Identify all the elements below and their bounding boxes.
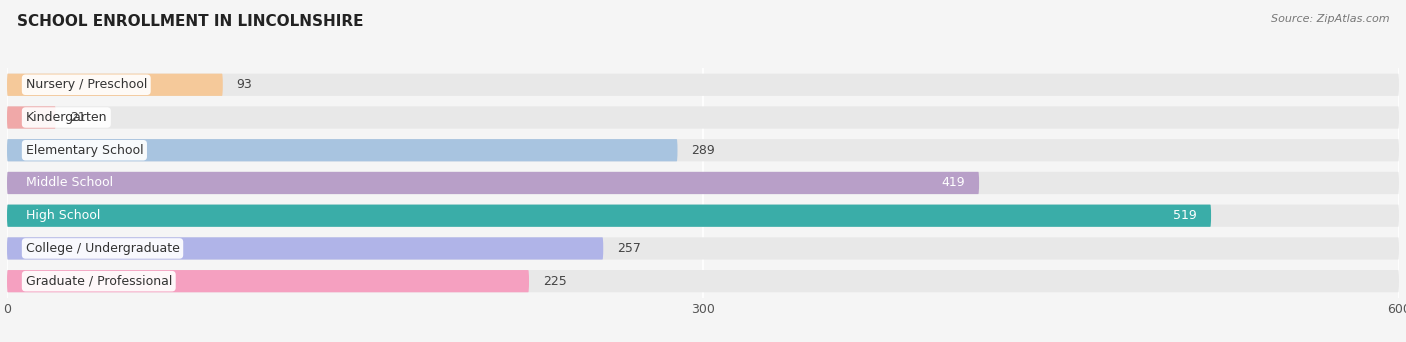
FancyBboxPatch shape (7, 205, 1399, 227)
FancyBboxPatch shape (7, 205, 1211, 227)
Text: High School: High School (25, 209, 100, 222)
Text: 419: 419 (942, 176, 965, 189)
Text: 93: 93 (236, 78, 253, 91)
FancyBboxPatch shape (7, 139, 678, 161)
Text: Elementary School: Elementary School (25, 144, 143, 157)
Text: 289: 289 (692, 144, 716, 157)
FancyBboxPatch shape (7, 237, 1399, 260)
Text: 519: 519 (1174, 209, 1197, 222)
Text: 225: 225 (543, 275, 567, 288)
FancyBboxPatch shape (7, 237, 603, 260)
Text: Source: ZipAtlas.com: Source: ZipAtlas.com (1271, 14, 1389, 24)
Text: Graduate / Professional: Graduate / Professional (25, 275, 172, 288)
FancyBboxPatch shape (7, 172, 1399, 194)
FancyBboxPatch shape (7, 172, 979, 194)
FancyBboxPatch shape (7, 139, 1399, 161)
FancyBboxPatch shape (7, 106, 56, 129)
Text: SCHOOL ENROLLMENT IN LINCOLNSHIRE: SCHOOL ENROLLMENT IN LINCOLNSHIRE (17, 14, 363, 29)
FancyBboxPatch shape (7, 270, 1399, 292)
Text: 21: 21 (70, 111, 86, 124)
FancyBboxPatch shape (7, 74, 222, 96)
FancyBboxPatch shape (7, 74, 1399, 96)
Text: College / Undergraduate: College / Undergraduate (25, 242, 180, 255)
Text: Kindergarten: Kindergarten (25, 111, 107, 124)
FancyBboxPatch shape (7, 106, 1399, 129)
Text: Nursery / Preschool: Nursery / Preschool (25, 78, 148, 91)
Text: Middle School: Middle School (25, 176, 112, 189)
Text: 257: 257 (617, 242, 641, 255)
FancyBboxPatch shape (7, 270, 529, 292)
